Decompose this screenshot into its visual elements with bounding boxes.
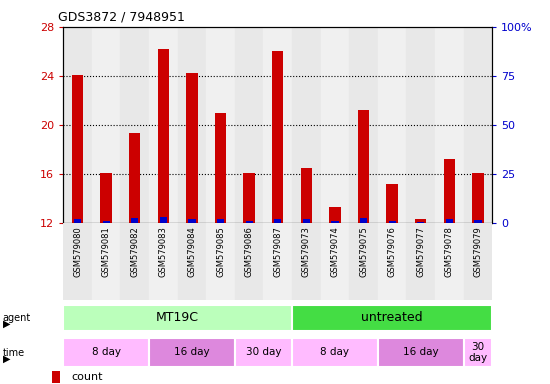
Text: GSM579080: GSM579080 <box>73 227 82 277</box>
Text: GSM579077: GSM579077 <box>416 227 425 277</box>
Bar <box>120 27 149 223</box>
Bar <box>186 73 197 223</box>
Text: time: time <box>3 348 25 358</box>
Text: untreated: untreated <box>361 311 423 324</box>
Bar <box>149 338 235 367</box>
Text: agent: agent <box>3 313 31 323</box>
Bar <box>149 223 178 300</box>
Text: GSM579074: GSM579074 <box>331 227 339 277</box>
Text: MT19C: MT19C <box>156 311 199 324</box>
Bar <box>215 113 226 223</box>
Bar <box>263 223 292 300</box>
Bar <box>329 207 340 223</box>
Text: ▶: ▶ <box>3 319 10 329</box>
Text: 30
day: 30 day <box>469 341 487 363</box>
Bar <box>378 338 464 367</box>
Text: GDS3872 / 7948951: GDS3872 / 7948951 <box>58 10 185 23</box>
Bar <box>435 223 464 300</box>
Bar <box>52 371 60 383</box>
Bar <box>292 305 492 331</box>
Text: GSM579083: GSM579083 <box>159 227 168 277</box>
Bar <box>292 27 321 223</box>
Text: GSM579081: GSM579081 <box>102 227 111 277</box>
Bar <box>360 218 367 223</box>
Bar <box>444 159 455 223</box>
Text: GSM579087: GSM579087 <box>273 227 282 277</box>
Bar <box>63 305 292 331</box>
Bar <box>245 221 252 223</box>
Bar <box>217 219 224 223</box>
Bar <box>472 172 483 223</box>
Text: GSM579082: GSM579082 <box>130 227 139 277</box>
Bar <box>74 219 81 223</box>
Bar <box>292 223 321 300</box>
Text: GSM579079: GSM579079 <box>474 227 482 277</box>
Text: GSM579086: GSM579086 <box>245 227 254 277</box>
Bar <box>292 338 378 367</box>
Text: GSM579085: GSM579085 <box>216 227 225 277</box>
Text: count: count <box>71 372 103 382</box>
Bar <box>388 221 395 223</box>
Bar <box>178 223 206 300</box>
Bar <box>235 338 292 367</box>
Bar <box>446 219 453 223</box>
Bar <box>331 221 338 223</box>
Bar <box>92 223 120 300</box>
Bar <box>235 27 263 223</box>
Bar <box>474 220 482 223</box>
Bar <box>378 223 406 300</box>
Bar <box>321 27 349 223</box>
Bar <box>274 219 281 223</box>
Bar <box>415 219 426 223</box>
Bar <box>349 223 378 300</box>
Bar <box>178 27 206 223</box>
Bar <box>158 49 169 223</box>
Bar <box>464 27 492 223</box>
Bar <box>406 27 435 223</box>
Bar <box>464 338 492 367</box>
Bar <box>206 27 235 223</box>
Text: GSM579076: GSM579076 <box>388 227 397 277</box>
Bar <box>378 27 406 223</box>
Text: ▶: ▶ <box>3 353 10 363</box>
Bar <box>63 223 92 300</box>
Text: GSM579078: GSM579078 <box>445 227 454 277</box>
Bar <box>63 338 149 367</box>
Bar <box>272 51 283 223</box>
Text: 8 day: 8 day <box>92 347 120 358</box>
Bar <box>206 223 235 300</box>
Bar <box>349 27 378 223</box>
Bar <box>149 27 178 223</box>
Text: GSM579075: GSM579075 <box>359 227 368 277</box>
Text: GSM579073: GSM579073 <box>302 227 311 277</box>
Bar <box>235 223 263 300</box>
Bar <box>302 219 310 223</box>
Bar <box>387 184 398 223</box>
Bar <box>435 27 464 223</box>
Bar <box>417 222 425 223</box>
Bar <box>464 223 492 300</box>
Bar <box>102 221 109 223</box>
Bar <box>72 74 83 223</box>
Text: 8 day: 8 day <box>321 347 349 358</box>
Bar <box>160 217 167 223</box>
Text: 16 day: 16 day <box>403 347 438 358</box>
Bar <box>188 219 196 223</box>
Bar <box>131 218 139 223</box>
Bar <box>263 27 292 223</box>
Bar <box>120 223 149 300</box>
Bar <box>244 172 255 223</box>
Bar <box>321 223 349 300</box>
Text: GSM579084: GSM579084 <box>188 227 196 277</box>
Bar <box>406 223 435 300</box>
Bar <box>63 27 92 223</box>
Text: 30 day: 30 day <box>246 347 281 358</box>
Bar <box>129 133 140 223</box>
Bar <box>301 168 312 223</box>
Bar <box>101 172 112 223</box>
Text: 16 day: 16 day <box>174 347 210 358</box>
Bar <box>358 110 369 223</box>
Bar <box>92 27 120 223</box>
